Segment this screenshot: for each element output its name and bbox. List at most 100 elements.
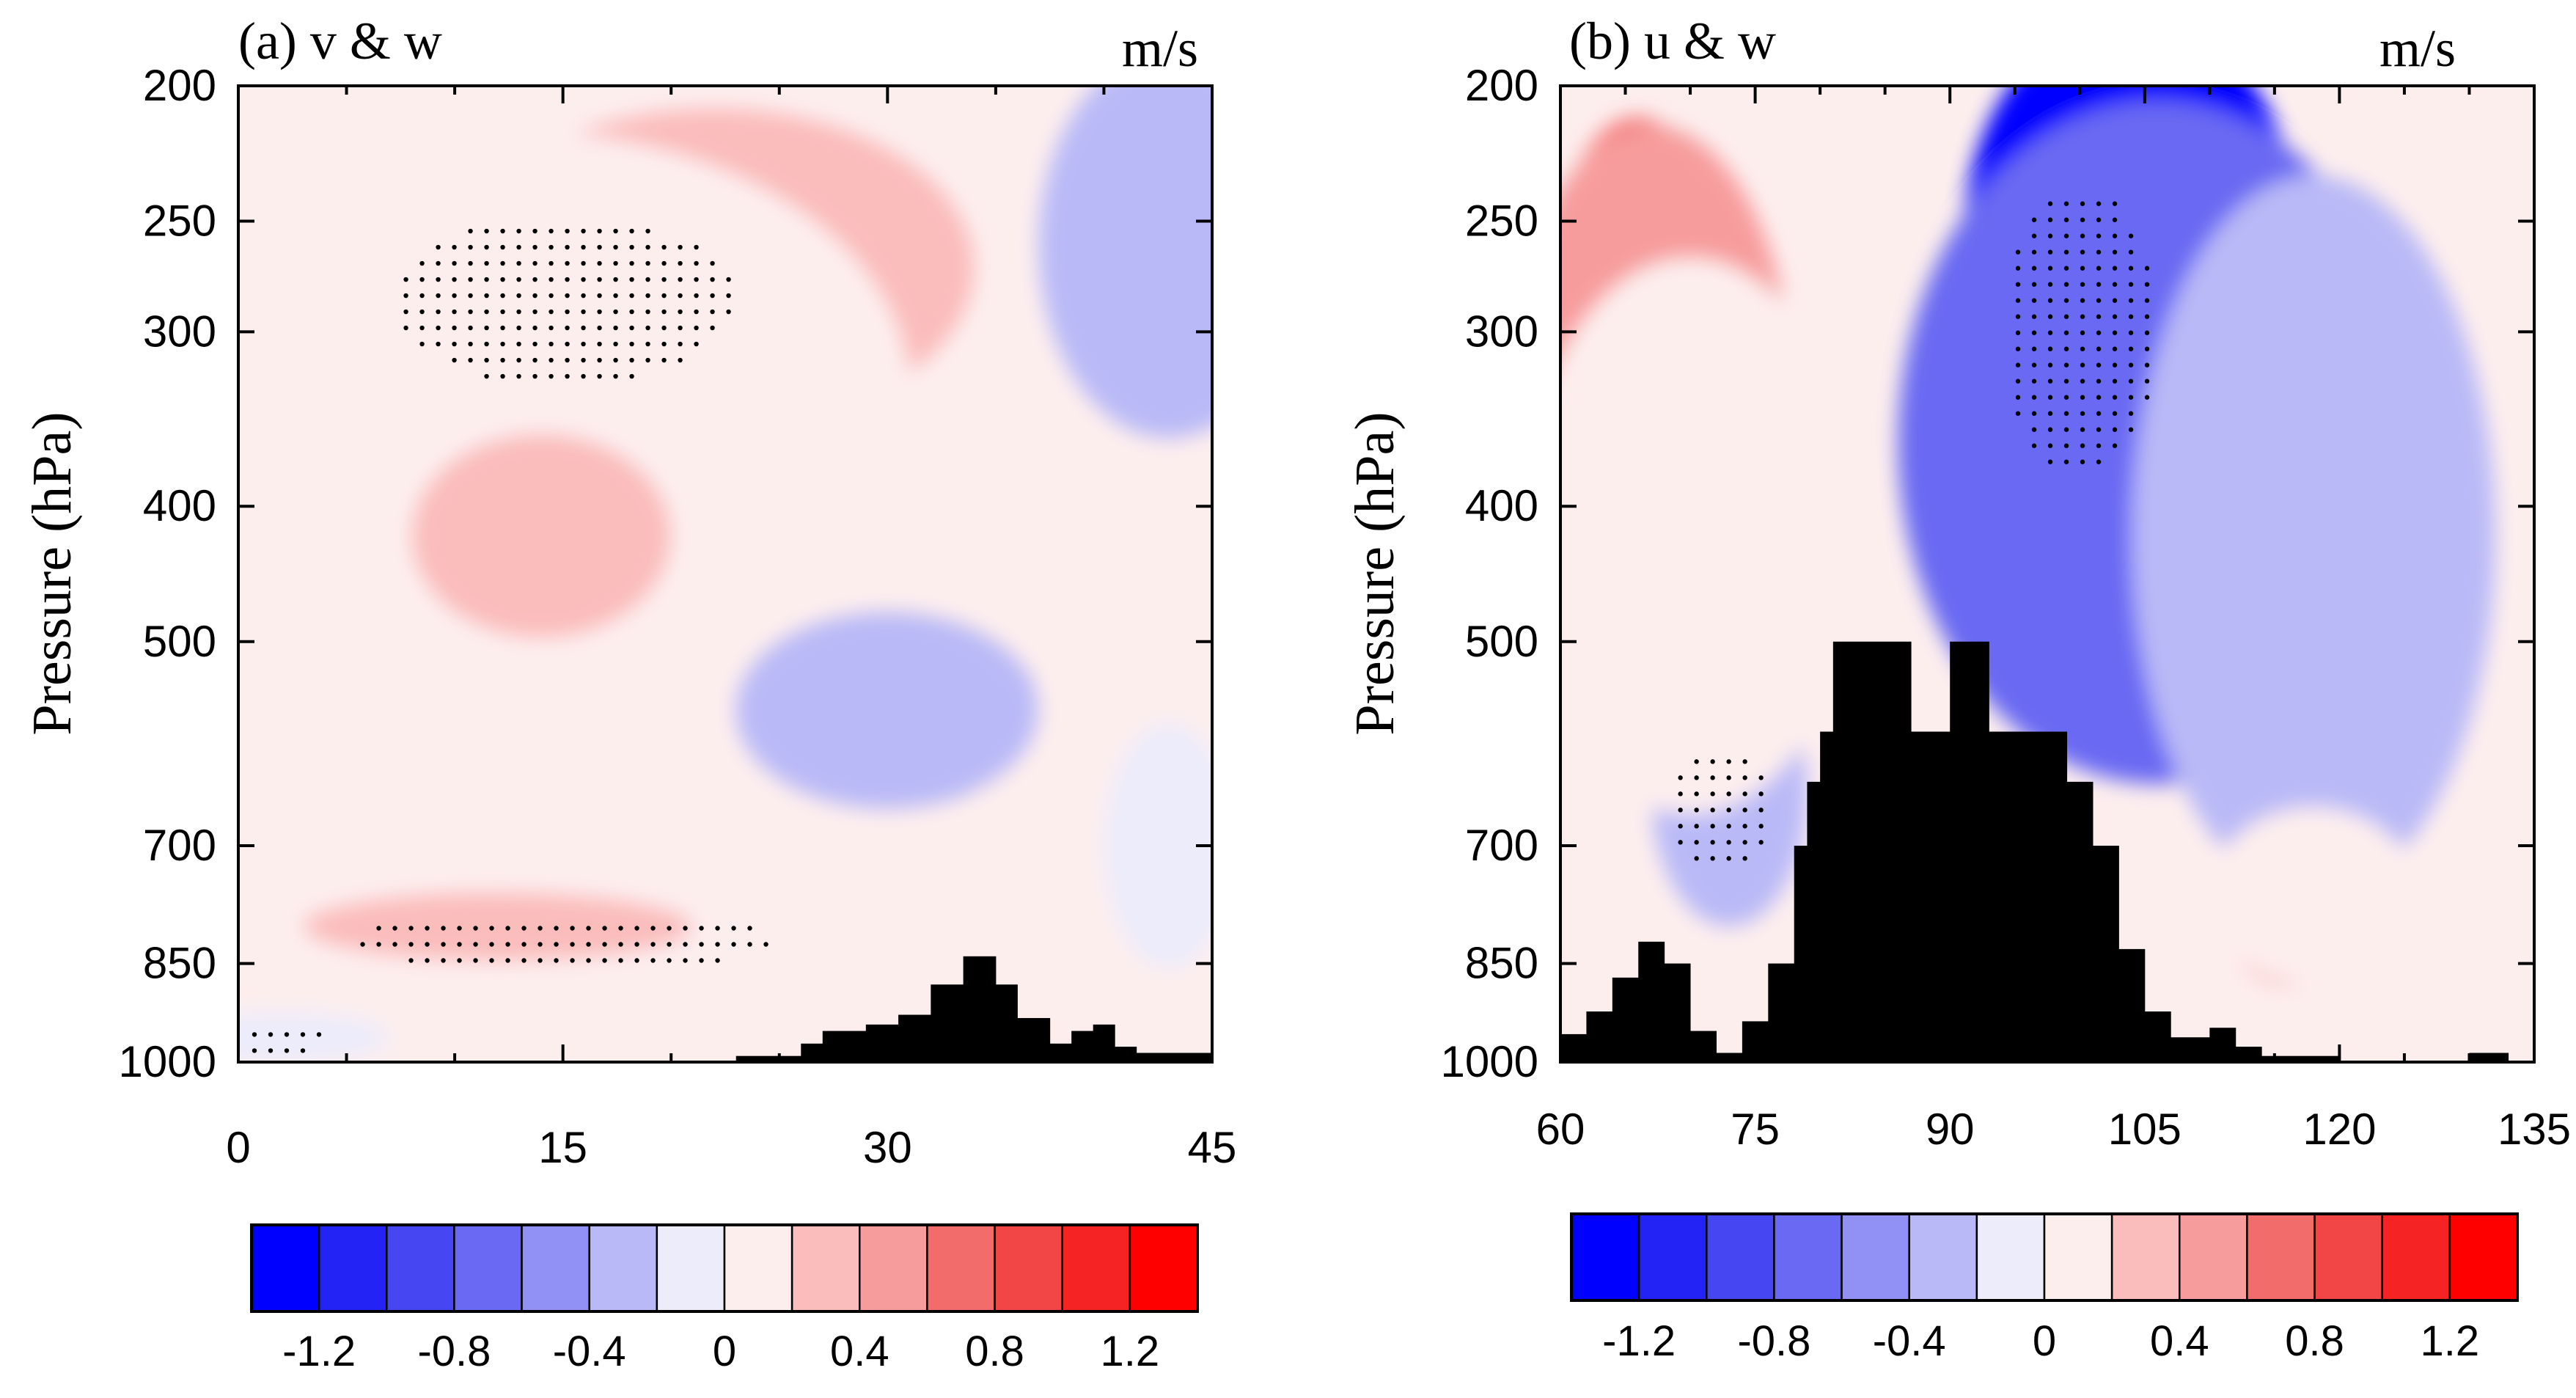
colorbar-frame bbox=[250, 1223, 1199, 1313]
terrain-block-6 bbox=[1690, 1031, 1717, 1062]
panel-a-colorbar: -1.2 -0.8 -0.4 0 0.4 0.8 1.2 bbox=[250, 1223, 1199, 1375]
colorbar-swatch-12 bbox=[994, 1223, 1063, 1313]
colorbar-label: 0 bbox=[2033, 1317, 2056, 1365]
terrain-block-6 bbox=[931, 984, 964, 1062]
shading-blob-2 bbox=[238, 132, 909, 648]
y-tick-label: 300 bbox=[143, 307, 216, 356]
terrain-block-3 bbox=[822, 1031, 867, 1062]
terrain-block-21 bbox=[2170, 1037, 2210, 1062]
colorbar-swatch-10 bbox=[859, 1223, 928, 1313]
terrain-block-14 bbox=[1911, 731, 1951, 1062]
y-tick-label: 850 bbox=[143, 939, 216, 988]
stipple-region-2 bbox=[1678, 759, 1764, 861]
stipple-region-1 bbox=[2015, 201, 2150, 464]
terrain-block-24 bbox=[2261, 1055, 2340, 1062]
colorbar-swatch-6 bbox=[588, 1223, 658, 1313]
panel-a-shading bbox=[238, 86, 1212, 1062]
terrain-block-3 bbox=[1612, 977, 1639, 1062]
terrain-block-25 bbox=[2469, 1053, 2509, 1062]
shading-blob-3 bbox=[411, 433, 672, 638]
terrain-block-9 bbox=[1017, 1017, 1051, 1062]
colorbar-swatch-5 bbox=[1841, 1212, 1910, 1302]
terrain-block-13 bbox=[1115, 1047, 1137, 1062]
panel-a-plot-area bbox=[238, 86, 1212, 1062]
colorbar-swatch-2 bbox=[1637, 1212, 1708, 1302]
y-tick-label: 500 bbox=[143, 617, 216, 666]
panel-b-y-ticks: 200 250 300 400 500 700 850 1000 bbox=[1441, 61, 2534, 1086]
panel-a-frame bbox=[237, 84, 1214, 1064]
colorbar-label: 1.2 bbox=[1101, 1328, 1160, 1375]
shading-blob-3 bbox=[2132, 175, 2495, 897]
x-tick-label: 120 bbox=[2302, 1105, 2376, 1154]
panel-b-frame bbox=[1559, 84, 2536, 1064]
terrain-block-17 bbox=[2066, 781, 2094, 1062]
stipple-region-3 bbox=[252, 1032, 322, 1053]
x-tick-label: 60 bbox=[1536, 1105, 1585, 1154]
stipple-region-2 bbox=[360, 926, 768, 963]
y-tick-label: 250 bbox=[1465, 197, 1538, 246]
panel-a-terrain bbox=[735, 956, 1212, 1062]
colorbar-label: 1.2 bbox=[2421, 1317, 2480, 1365]
panel-b-plot-area bbox=[1560, 86, 2534, 1062]
x-tick-label: 105 bbox=[2108, 1105, 2181, 1154]
terrain-block-12 bbox=[1820, 731, 1834, 1062]
colorbar-swatch-8 bbox=[2043, 1212, 2113, 1302]
terrain-block-4 bbox=[865, 1024, 899, 1062]
shading-blob-7 bbox=[1038, 86, 1212, 439]
terrain-block-11 bbox=[1071, 1031, 1094, 1062]
panel-b-colorbar: -1.2 -0.8 -0.4 0 0.4 0.8 1.2 bbox=[1570, 1212, 2519, 1365]
colorbar-swatch-6 bbox=[1908, 1212, 1978, 1302]
panel-b-ylabel: Pressure (hPa) bbox=[1344, 411, 1406, 735]
colorbar-swatch-7 bbox=[1975, 1212, 2046, 1302]
shading-blob-5 bbox=[303, 892, 693, 962]
colorbar-swatch-8 bbox=[723, 1223, 793, 1313]
y-tick-label: 400 bbox=[143, 481, 216, 530]
x-tick-label: 30 bbox=[863, 1123, 912, 1172]
colorbar-swatch-5 bbox=[521, 1223, 590, 1313]
colorbar-swatch-4 bbox=[1773, 1212, 1843, 1302]
colorbar-label: -1.2 bbox=[1602, 1317, 1676, 1365]
terrain-block-23 bbox=[2235, 1047, 2262, 1062]
colorbar-label: -0.8 bbox=[1737, 1317, 1810, 1365]
y-tick-label: 500 bbox=[1465, 617, 1538, 666]
shading-blob-9 bbox=[2209, 807, 2418, 984]
terrain-block-7 bbox=[963, 956, 997, 1062]
terrain-block-16 bbox=[1989, 731, 2068, 1062]
y-tick-label: 700 bbox=[143, 821, 216, 870]
panel-b-x-ticks: 60 75 90 105 120 135 bbox=[1536, 86, 2571, 1154]
stipple-region-1 bbox=[403, 228, 731, 379]
terrain-block-2 bbox=[801, 1043, 823, 1062]
panel-b-title: (b) u & w bbox=[1569, 12, 1776, 70]
colorbar-label: -0.4 bbox=[1873, 1317, 1946, 1365]
y-tick-label: 850 bbox=[1465, 939, 1538, 988]
colorbar-swatch-11 bbox=[2246, 1212, 2316, 1302]
colorbar-label: -0.4 bbox=[553, 1328, 626, 1375]
colorbar-swatch-4 bbox=[453, 1223, 523, 1313]
shading-blob-8 bbox=[735, 612, 1039, 809]
colorbar-frame bbox=[1570, 1212, 2519, 1302]
terrain-block-19 bbox=[2118, 948, 2146, 1062]
colorbar-swatch-3 bbox=[386, 1223, 455, 1313]
terrain-block-5 bbox=[898, 1014, 931, 1062]
shading-blob-10 bbox=[1104, 722, 1212, 969]
y-tick-label: 1000 bbox=[1441, 1037, 1538, 1086]
terrain-block-10 bbox=[1794, 846, 1808, 1062]
terrain-block-22 bbox=[2209, 1028, 2236, 1062]
terrain-block-1 bbox=[735, 1055, 801, 1062]
terrain-block-14 bbox=[1136, 1053, 1212, 1062]
colorbar-swatch-13 bbox=[1061, 1223, 1131, 1313]
y-tick-label: 700 bbox=[1465, 821, 1538, 870]
terrain-block-4 bbox=[1638, 941, 1665, 1062]
colorbar-label: 0.4 bbox=[830, 1328, 889, 1375]
terrain-block-20 bbox=[2144, 1011, 2171, 1062]
colorbar-label: 0 bbox=[713, 1328, 736, 1375]
colorbar-swatch-7 bbox=[656, 1223, 726, 1313]
terrain-block-1 bbox=[1560, 1033, 1587, 1062]
colorbar-label: 0.4 bbox=[2150, 1317, 2209, 1365]
panel-b-shading bbox=[1560, 86, 2495, 987]
terrain-block-9 bbox=[1768, 963, 1795, 1062]
y-tick-label: 400 bbox=[1465, 481, 1538, 530]
panel-a-unit: m/s bbox=[1122, 19, 1198, 78]
terrain-block-15 bbox=[1950, 641, 1989, 1062]
y-tick-label: 1000 bbox=[119, 1037, 216, 1086]
